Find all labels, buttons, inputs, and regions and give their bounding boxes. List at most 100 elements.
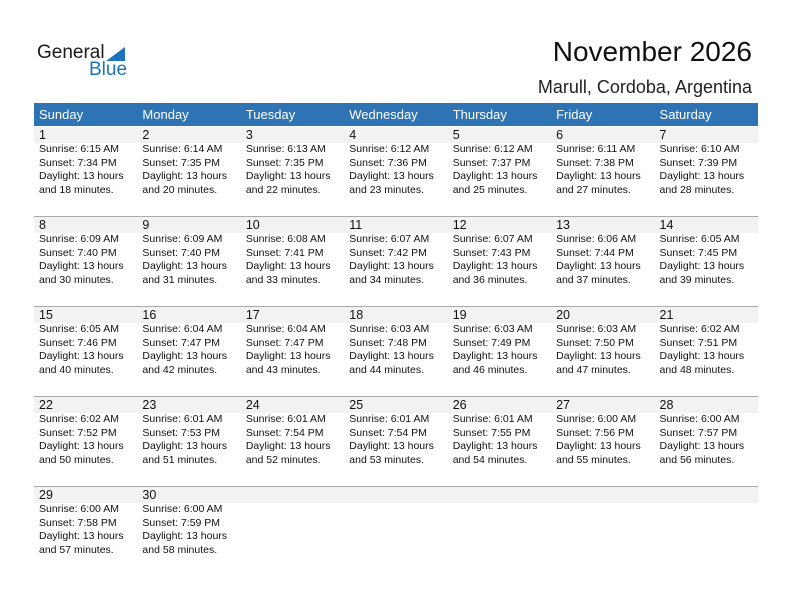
daylight-minutes-text: and 42 minutes. xyxy=(142,363,218,376)
daylight-text: Daylight: 13 hours xyxy=(39,350,124,362)
day-cell: 22 Sunrise: 6:02 AM Sunset: 7:52 PM Dayligh… xyxy=(34,397,137,486)
sunset-text: Sunset: 7:47 PM xyxy=(142,336,221,349)
date-band xyxy=(34,127,758,143)
daylight-text: Daylight: 13 hours xyxy=(39,530,124,542)
sunset-text: Sunset: 7:59 PM xyxy=(142,516,221,529)
day-number: 16 xyxy=(142,308,157,322)
empty-cell xyxy=(344,487,447,577)
sunrise-text: Sunrise: 6:07 AM xyxy=(349,233,430,245)
day-number: 26 xyxy=(452,398,467,412)
day-number: 8 xyxy=(39,218,46,232)
day-cell: 25 Sunrise: 6:01 AM Sunset: 7:54 PM Dayligh… xyxy=(344,397,447,486)
empty-cell xyxy=(551,487,654,577)
day-number: 6 xyxy=(556,128,564,142)
daylight-text: Daylight: 13 hours xyxy=(142,260,228,272)
sunset-text: Sunset: 7:54 PM xyxy=(245,426,324,439)
day-cell: 20 Sunrise: 6:03 AM Sunset: 7:50 PM Dayligh… xyxy=(551,307,654,396)
daylight-text: Daylight: 13 hours xyxy=(659,260,745,272)
day-number: 13 xyxy=(556,218,571,232)
sunrise-text: Sunrise: 6:00 AM xyxy=(142,503,223,515)
week-row: 22 Sunrise: 6:02 AM Sunset: 7:52 PM Dayligh… xyxy=(34,397,758,487)
day-number: 12 xyxy=(452,218,467,232)
sunset-text: Sunset: 7:41 PM xyxy=(245,246,324,259)
sunset-text: Sunset: 7:36 PM xyxy=(349,156,427,169)
daylight-text: Daylight: 13 hours xyxy=(659,350,745,362)
location-subtitle: Marull, Cordoba, Argentina xyxy=(537,77,752,97)
daylight-minutes-text: and 30 minutes. xyxy=(39,273,114,286)
day-cell: 19 Sunrise: 6:03 AM Sunset: 7:49 PM Dayligh… xyxy=(448,307,551,396)
sunset-text: Sunset: 7:45 PM xyxy=(659,246,738,259)
week-row: 15 Sunrise: 6:05 AM Sunset: 7:46 PM Dayligh… xyxy=(34,307,758,397)
sunset-text: Sunset: 7:47 PM xyxy=(245,336,324,349)
date-band xyxy=(34,397,758,413)
daylight-minutes-text: and 33 minutes. xyxy=(245,273,321,286)
day-cell: 3 Sunrise: 6:13 AM Sunset: 7:35 PM Daylight… xyxy=(241,127,344,216)
day-cell: 16 Sunrise: 6:04 AM Sunset: 7:47 PM Dayligh… xyxy=(137,307,240,396)
daylight-minutes-text: and 20 minutes. xyxy=(142,183,218,196)
sunrise-text: Sunrise: 6:09 AM xyxy=(142,233,223,245)
daylight-text: Daylight: 13 hours xyxy=(349,440,434,452)
daylight-text: Daylight: 13 hours xyxy=(556,260,641,272)
daylight-minutes-text: and 25 minutes. xyxy=(452,183,528,196)
sunset-text: Sunset: 7:48 PM xyxy=(349,336,427,349)
general-blue-logo: General Blue xyxy=(37,42,137,82)
day-number: 15 xyxy=(39,308,53,322)
sunrise-text: Sunrise: 6:01 AM xyxy=(452,413,533,425)
daylight-minutes-text: and 48 minutes. xyxy=(659,363,735,376)
day-number: 18 xyxy=(349,308,364,322)
sunrise-text: Sunrise: 6:14 AM xyxy=(142,143,223,155)
day-cell: 10 Sunrise: 6:08 AM Sunset: 7:41 PM Dayligh… xyxy=(241,217,344,306)
day-number: 2 xyxy=(142,128,150,142)
day-number: 25 xyxy=(349,398,364,412)
day-cell: 8 Sunrise: 6:09 AM Sunset: 7:40 PM Daylight… xyxy=(34,217,137,306)
sunrise-text: Sunrise: 6:10 AM xyxy=(659,143,740,155)
daylight-minutes-text: and 40 minutes. xyxy=(39,363,114,376)
daylight-text: Daylight: 13 hours xyxy=(245,350,331,362)
sunset-text: Sunset: 7:37 PM xyxy=(452,156,531,169)
sunrise-text: Sunrise: 6:06 AM xyxy=(556,233,637,245)
sunset-text: Sunset: 7:44 PM xyxy=(556,246,634,259)
day-cell: 21 Sunrise: 6:02 AM Sunset: 7:51 PM Dayligh… xyxy=(655,307,758,396)
day-number: 17 xyxy=(245,308,260,322)
daylight-minutes-text: and 55 minutes. xyxy=(556,453,631,466)
daylight-minutes-text: and 46 minutes. xyxy=(452,363,528,376)
sunrise-text: Sunrise: 6:00 AM xyxy=(39,503,119,515)
day-number: 11 xyxy=(349,218,363,232)
daylight-text: Daylight: 13 hours xyxy=(556,170,641,182)
day-number: 10 xyxy=(245,218,260,232)
weekday-header: Sunday Monday Tuesday Wednesday Thursday Frid… xyxy=(34,103,758,126)
day-cell: 5 Sunrise: 6:12 AM Sunset: 7:37 PM Daylight… xyxy=(448,127,551,216)
day-number: 30 xyxy=(142,488,157,502)
weekday-saturday: Saturday xyxy=(659,107,712,122)
calendar-grid: 1 Sunrise: 6:15 AM Sunset: 7:34 PM Daylight… xyxy=(34,127,758,577)
weekday-thursday: Thursday xyxy=(452,107,507,122)
sunset-text: Sunset: 7:49 PM xyxy=(452,336,531,349)
daylight-minutes-text: and 23 minutes. xyxy=(349,183,424,196)
sunset-text: Sunset: 7:57 PM xyxy=(659,426,738,439)
sunset-text: Sunset: 7:52 PM xyxy=(39,426,117,439)
day-number: 28 xyxy=(659,398,674,412)
daylight-text: Daylight: 13 hours xyxy=(556,350,641,362)
sunset-text: Sunset: 7:54 PM xyxy=(349,426,427,439)
daylight-minutes-text: and 50 minutes. xyxy=(39,453,114,466)
sunrise-text: Sunrise: 6:12 AM xyxy=(349,143,430,155)
sunrise-text: Sunrise: 6:03 AM xyxy=(556,323,637,335)
daylight-minutes-text: and 54 minutes. xyxy=(452,453,528,466)
daylight-text: Daylight: 13 hours xyxy=(452,170,538,182)
day-cell: 7 Sunrise: 6:10 AM Sunset: 7:39 PM Daylight… xyxy=(655,127,758,216)
sunset-text: Sunset: 7:46 PM xyxy=(39,336,117,349)
daylight-minutes-text: and 44 minutes. xyxy=(349,363,424,376)
sunset-text: Sunset: 7:42 PM xyxy=(349,246,427,259)
daylight-text: Daylight: 13 hours xyxy=(39,440,124,452)
daylight-text: Daylight: 13 hours xyxy=(245,260,331,272)
sunset-text: Sunset: 7:39 PM xyxy=(659,156,738,169)
daylight-minutes-text: and 52 minutes. xyxy=(245,453,321,466)
daylight-minutes-text: and 22 minutes. xyxy=(245,183,321,196)
day-number: 20 xyxy=(556,308,571,322)
sunrise-text: Sunrise: 6:15 AM xyxy=(39,143,119,155)
sunset-text: Sunset: 7:51 PM xyxy=(659,336,738,349)
sunset-text: Sunset: 7:34 PM xyxy=(39,156,117,169)
day-cell: 23 Sunrise: 6:01 AM Sunset: 7:53 PM Dayligh… xyxy=(137,397,240,486)
daylight-minutes-text: and 56 minutes. xyxy=(659,453,735,466)
